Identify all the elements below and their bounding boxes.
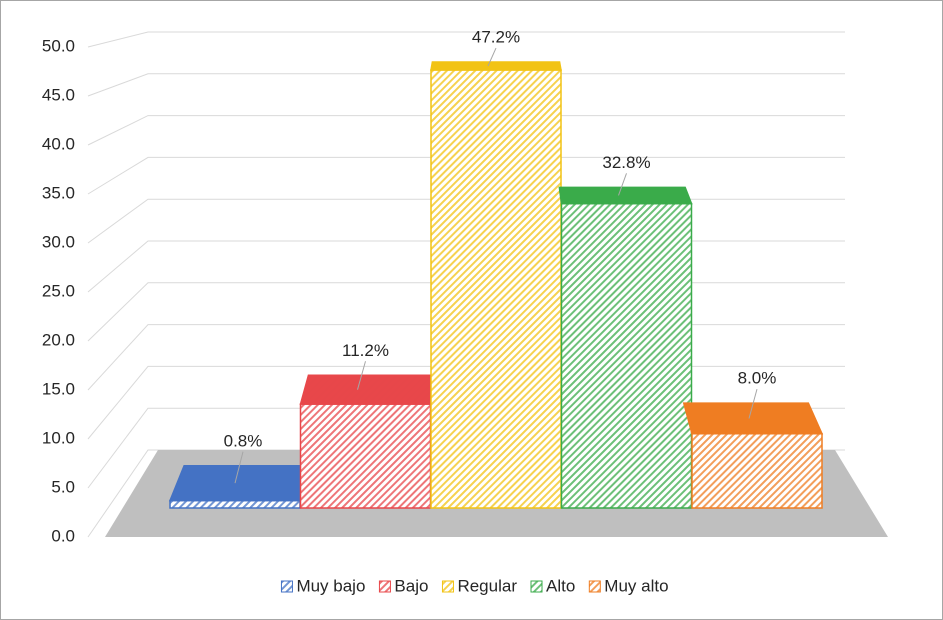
y-tick-label: 40.0: [42, 134, 75, 153]
legend-label: Muy alto: [604, 576, 668, 595]
leader-line: [357, 361, 366, 390]
bar-front: [430, 69, 562, 509]
legend-swatch: [378, 580, 391, 593]
bar-front: [169, 499, 301, 509]
bar: [558, 186, 693, 509]
bar-top: [168, 465, 310, 502]
legend-label: Bajo: [394, 576, 428, 595]
y-tick-label: 15.0: [42, 379, 75, 398]
legend-swatch: [530, 580, 543, 593]
y-tick-label: 35.0: [42, 183, 75, 202]
bar-top: [299, 374, 434, 405]
leader-line: [234, 451, 244, 484]
leader-line: [618, 173, 627, 196]
bar: [299, 374, 434, 509]
legend-swatch: [588, 580, 601, 593]
bar-front: [299, 403, 432, 509]
bar: [430, 61, 562, 509]
y-tick-label: 30.0: [42, 232, 75, 251]
grid-line: [87, 156, 845, 195]
bar-front: [691, 433, 823, 509]
y-tick-label: 50.0: [42, 36, 75, 55]
bar-front: [560, 202, 693, 509]
data-label: 8.0%: [738, 369, 777, 388]
bar-top: [558, 186, 693, 205]
legend-label: Alto: [546, 576, 575, 595]
grid-line: [87, 31, 845, 48]
legend-label: Muy bajo: [296, 576, 365, 595]
y-tick-label: 25.0: [42, 281, 75, 300]
grid-line: [87, 115, 845, 146]
leader-line: [748, 389, 758, 419]
y-tick-label: 45.0: [42, 85, 75, 104]
legend-label: Regular: [457, 576, 517, 595]
grid-line: [87, 73, 845, 97]
bar-top: [430, 61, 562, 71]
bar: [682, 402, 824, 509]
y-tick-label: 0.0: [51, 526, 75, 545]
y-tick-label: 5.0: [51, 477, 75, 496]
leader-line: [487, 47, 497, 67]
y-tick-label: 20.0: [42, 330, 75, 349]
bar: [168, 465, 310, 509]
legend-swatch: [441, 580, 454, 593]
bar-top: [682, 402, 824, 435]
legend-swatch: [280, 580, 293, 593]
data-label: 11.2%: [342, 341, 389, 360]
data-label: 32.8%: [602, 153, 650, 172]
legend: Muy bajo Bajo Regular Alto Muy alto: [280, 576, 669, 595]
y-tick-label: 10.0: [42, 428, 75, 447]
data-label: 0.8%: [224, 431, 263, 450]
data-label: 47.2%: [472, 28, 520, 47]
